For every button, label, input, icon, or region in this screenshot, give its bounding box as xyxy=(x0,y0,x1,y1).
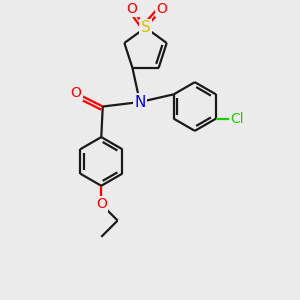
Text: O: O xyxy=(70,86,82,100)
Text: Cl: Cl xyxy=(230,112,244,126)
Text: O: O xyxy=(96,197,107,211)
Text: S: S xyxy=(141,20,150,35)
Text: O: O xyxy=(127,2,138,16)
Text: N: N xyxy=(134,94,146,110)
Text: O: O xyxy=(156,2,167,16)
